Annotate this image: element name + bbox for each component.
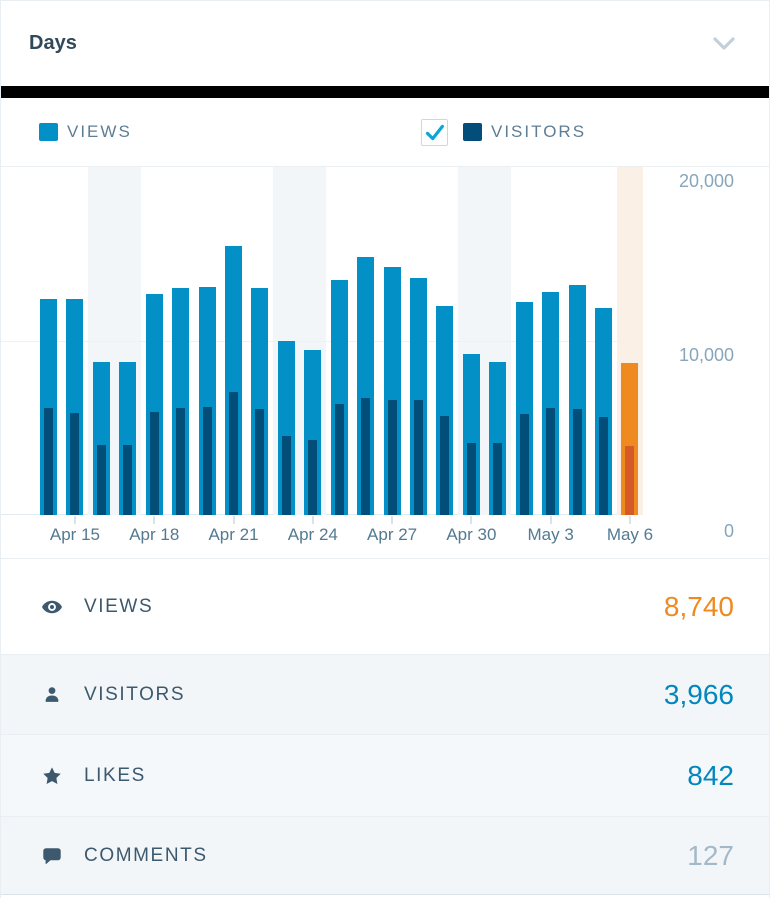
x-axis-tick [549, 516, 552, 524]
visitors-swatch [463, 123, 482, 141]
visitors-bar[interactable] [599, 417, 609, 515]
visitors-bar[interactable] [70, 413, 80, 515]
stat-label-likes: LIKES [84, 764, 146, 786]
x-axis-label: Apr 21 [208, 525, 259, 544]
x-axis-label: May 6 [606, 525, 654, 544]
stat-label-comments: COMMENTS [84, 844, 208, 866]
visitors-bar[interactable] [493, 443, 503, 515]
stat-value-visitors: 3,966 [663, 678, 734, 710]
bar-chart: 20,000 10,000 0 Apr 15 Apr 18 Apr 21 Apr 24… [1, 167, 769, 558]
stat-value-views: 8,740 [663, 590, 734, 622]
star-icon [43, 766, 61, 784]
visitors-bar[interactable] [519, 414, 529, 515]
x-axis-label: Apr 24 [287, 525, 338, 544]
x-axis-tick [470, 516, 473, 524]
stat-row-likes[interactable]: LIKES 842 [1, 734, 769, 816]
x-axis-tick [153, 516, 156, 524]
eye-icon [42, 600, 62, 613]
person-icon [45, 686, 59, 702]
x-axis-label: Apr 30 [446, 525, 497, 544]
stat-row-comments[interactable]: COMMENTS 127 [1, 816, 769, 894]
visitors-bar[interactable] [334, 404, 344, 515]
x-axis-tick [628, 516, 631, 524]
visitors-legend-label: VISITORS [491, 122, 587, 141]
visitors-bar[interactable] [361, 398, 371, 515]
visitors-bar[interactable] [414, 400, 424, 515]
stat-value-likes: 842 [687, 759, 734, 791]
comment-icon [43, 847, 61, 864]
visitors-bar[interactable] [149, 412, 159, 515]
stats-tab-list: VIEWS 8,740 VISITORS 3,966 LIKES 842 COM… [1, 558, 769, 894]
x-axis-tick [73, 516, 76, 524]
y-axis-label-10000: 10,000 [678, 345, 734, 365]
x-axis-label: Apr 18 [129, 525, 180, 544]
x-axis-tick [311, 516, 314, 524]
views-legend-label: VIEWS [67, 122, 132, 141]
visitors-bar[interactable] [123, 445, 133, 515]
visitors-bar[interactable] [546, 408, 556, 515]
visitors-bar[interactable] [44, 408, 53, 515]
x-axis-label: May 3 [527, 525, 574, 544]
stat-label-views: VIEWS [84, 595, 154, 617]
period-dropdown[interactable]: Days [1, 1, 769, 86]
visitors-bar[interactable] [625, 446, 635, 515]
y-axis-label-20000: 20,000 [678, 171, 734, 191]
visitors-bar[interactable] [176, 408, 186, 515]
visitors-bar[interactable] [440, 416, 450, 515]
views-swatch [39, 123, 58, 141]
stat-row-visitors[interactable]: VISITORS 3,966 [1, 654, 769, 734]
stat-value-comments: 127 [687, 839, 734, 871]
x-axis-label: Apr 15 [49, 525, 100, 544]
period-title: Days [29, 32, 77, 54]
visitors-bar[interactable] [572, 409, 582, 515]
visitors-bar[interactable] [96, 445, 106, 515]
legend-item-visitors: VISITORS [421, 98, 586, 166]
stat-label-visitors: VISITORS [84, 683, 186, 705]
checkmark-icon [425, 124, 444, 140]
x-axis-tick [391, 516, 394, 524]
card-bottom-border [1, 894, 769, 898]
visitors-bar[interactable] [229, 392, 239, 515]
x-axis-label: Apr 27 [367, 525, 418, 544]
visitors-bar[interactable] [308, 440, 318, 515]
chart-legend: VIEWS VISITORS [1, 98, 769, 167]
section-divider [1, 86, 769, 98]
visitors-checkbox[interactable] [421, 118, 448, 146]
visitors-bar[interactable] [387, 400, 397, 515]
chevron-down-icon[interactable] [712, 32, 736, 56]
legend-item-views: VIEWS [39, 98, 132, 166]
gridline-10000 [1, 341, 643, 342]
x-axis-tick [232, 516, 235, 524]
visitors-bar[interactable] [466, 443, 476, 515]
visitors-bar[interactable] [281, 436, 291, 515]
plot-area [1, 167, 644, 515]
y-axis-label-0: 0 [723, 521, 734, 541]
visitors-bar[interactable] [255, 409, 265, 515]
visitors-bar[interactable] [202, 407, 212, 515]
stat-row-views[interactable]: VIEWS 8,740 [1, 558, 769, 654]
